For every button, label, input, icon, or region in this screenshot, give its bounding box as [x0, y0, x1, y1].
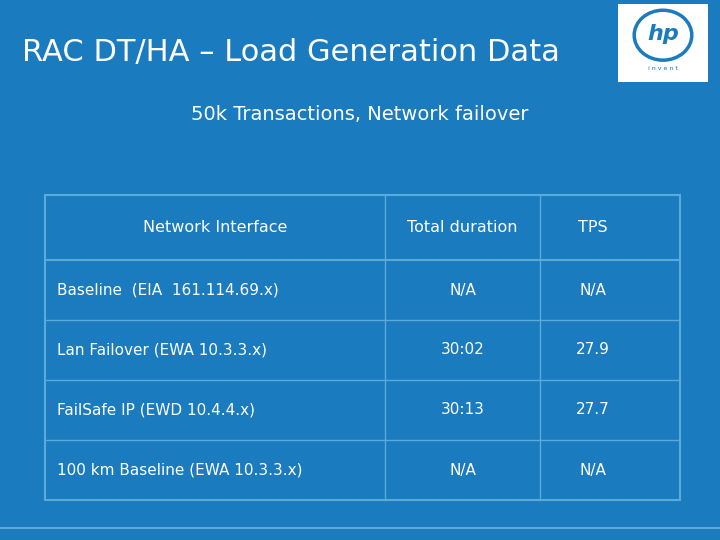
Text: 50k Transactions, Network failover: 50k Transactions, Network failover: [192, 105, 528, 125]
Text: 27.7: 27.7: [576, 402, 610, 417]
Text: FailSafe IP (EWD 10.4.4.x): FailSafe IP (EWD 10.4.4.x): [57, 402, 255, 417]
Text: 30:13: 30:13: [441, 402, 485, 417]
Text: RAC DT/HA – Load Generation Data: RAC DT/HA – Load Generation Data: [22, 37, 560, 66]
Text: hp: hp: [647, 24, 679, 44]
Bar: [45, 195, 680, 500]
Text: Baseline  (EIA  161.114.69.x): Baseline (EIA 161.114.69.x): [57, 282, 279, 298]
Text: N/A: N/A: [580, 282, 606, 298]
Text: 100 km Baseline (EWA 10.3.3.x): 100 km Baseline (EWA 10.3.3.x): [57, 462, 302, 477]
Text: N/A: N/A: [449, 462, 476, 477]
Text: N/A: N/A: [580, 462, 606, 477]
Text: N/A: N/A: [449, 282, 476, 298]
Text: i n v e n t: i n v e n t: [648, 66, 678, 71]
Text: 30:02: 30:02: [441, 342, 485, 357]
Text: 27.9: 27.9: [576, 342, 610, 357]
Text: Lan Failover (EWA 10.3.3.x): Lan Failover (EWA 10.3.3.x): [57, 342, 267, 357]
Text: Total duration: Total duration: [408, 220, 518, 235]
FancyBboxPatch shape: [616, 3, 710, 84]
Text: Network Interface: Network Interface: [143, 220, 287, 235]
Text: TPS: TPS: [578, 220, 608, 235]
